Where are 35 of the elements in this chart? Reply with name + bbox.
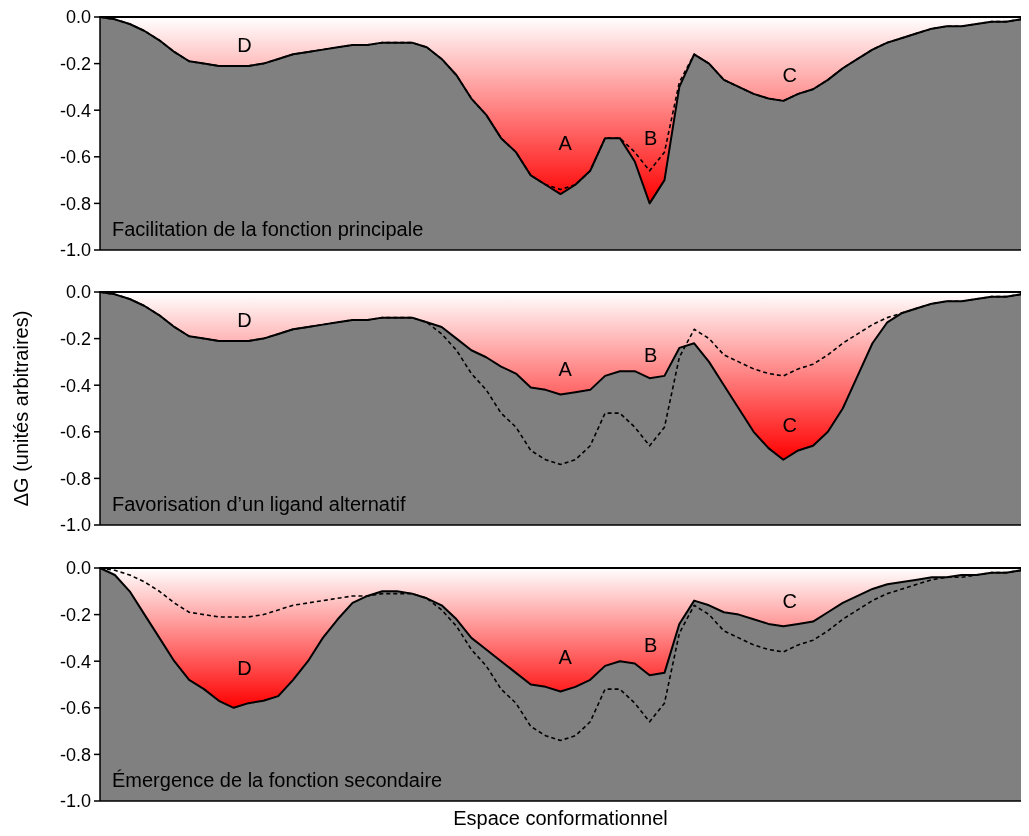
y-axis-title: ΔG (unités arbitraires): [10, 310, 32, 507]
annotation: A: [558, 645, 573, 668]
annotation: D: [237, 657, 252, 680]
text: Favorisation d’un ligand alternatif: [112, 493, 406, 515]
y-tick-label: -0.6: [59, 698, 91, 719]
y-tick-label: -1.0: [59, 240, 91, 261]
y-tick-label: -0.8: [59, 744, 91, 765]
text: Facilitation de la fonction principale: [112, 218, 424, 240]
x-axis-title: Espace conformationnel: [453, 807, 668, 829]
y-tick-label: -0.6: [59, 422, 91, 443]
text: Émergence de la fonction secondaire: [112, 769, 443, 791]
annotation: A: [558, 357, 573, 380]
annotation: C: [782, 413, 798, 436]
y-tick-label: -0.4: [59, 651, 91, 672]
y-tick-label: -0.2: [59, 328, 91, 349]
annotation: B: [644, 633, 658, 656]
y-tick-label: -1.0: [59, 791, 91, 812]
annotation: D: [237, 308, 252, 331]
y-tick-label: -0.8: [59, 468, 91, 489]
y-tick-label: -0.4: [59, 100, 91, 121]
y-tick-label: -0.2: [59, 604, 91, 625]
annotation: C: [782, 64, 798, 87]
annotation: C: [782, 589, 798, 612]
annotation: A: [558, 131, 573, 154]
y-tick-label: -1.0: [59, 515, 91, 536]
y-tick-label: 0.0: [65, 558, 91, 579]
y-tick-label: -0.2: [59, 53, 91, 74]
y-tick-label: 0.0: [65, 282, 91, 303]
y-tick-label: -0.8: [59, 193, 91, 214]
annotation: D: [237, 33, 252, 56]
y-tick-label: 0.0: [65, 7, 91, 28]
y-tick-label: -0.6: [59, 147, 91, 168]
y-tick-label: -0.4: [59, 375, 91, 396]
annotation: B: [644, 127, 658, 150]
annotation: B: [644, 343, 658, 366]
